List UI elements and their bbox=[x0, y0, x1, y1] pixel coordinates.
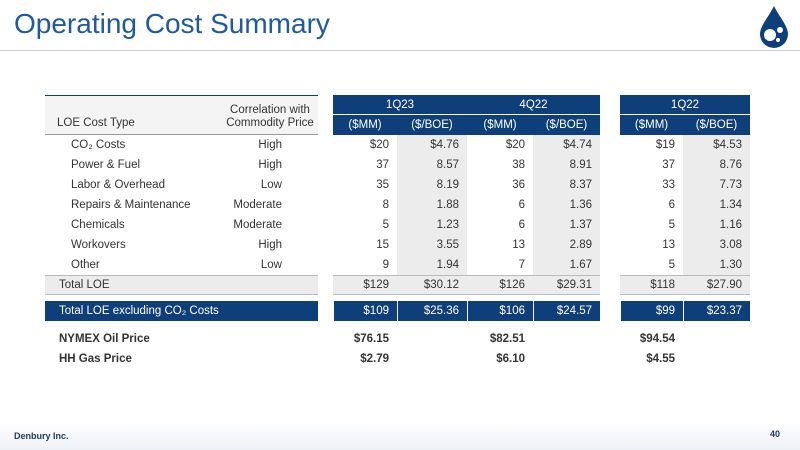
total-excl-cell: $109 bbox=[333, 301, 397, 321]
table-cell: $20 bbox=[505, 139, 525, 151]
table-cell: 6 bbox=[518, 219, 525, 231]
table-cell: $20 bbox=[369, 139, 389, 151]
table-cell: High bbox=[258, 139, 282, 151]
footer-company: Denbury Inc. bbox=[14, 431, 69, 441]
table-cell: 7 bbox=[518, 259, 525, 271]
slide-title: Operating Cost Summary bbox=[14, 8, 330, 39]
table-cell: 8.91 bbox=[533, 155, 600, 175]
table-cell: 1.94 bbox=[397, 255, 467, 275]
table-cell: 13 bbox=[662, 239, 675, 251]
price-value: $4.55 bbox=[646, 353, 675, 365]
column-header: ($/BOE) bbox=[397, 115, 467, 135]
table-cell: 15 bbox=[376, 239, 389, 251]
total-excl-cell: $23.37 bbox=[683, 301, 750, 321]
table-cell: 9 bbox=[382, 259, 389, 271]
total-cell: $29.31 bbox=[533, 275, 600, 295]
total-excl-cell: $24.57 bbox=[533, 301, 600, 321]
table-cell: 5 bbox=[668, 219, 675, 231]
total-cell: $30.12 bbox=[397, 275, 467, 295]
table-cell: 5 bbox=[382, 219, 389, 231]
table-cell: 35 bbox=[376, 179, 389, 191]
table-cell: 3.08 bbox=[683, 235, 750, 255]
group-header: 4Q22 bbox=[467, 95, 600, 115]
table-cell: 1.34 bbox=[683, 195, 750, 215]
table-cell: 1.36 bbox=[533, 195, 600, 215]
table-cell: Low bbox=[260, 179, 282, 191]
table-cell: 6 bbox=[668, 199, 675, 211]
column-header: Correlation with Commodity Price bbox=[222, 95, 318, 135]
table-cell: 1.67 bbox=[533, 255, 600, 275]
total-cell: Total LOE bbox=[45, 275, 318, 295]
price-value: $2.79 bbox=[360, 353, 389, 365]
table-cell: 36 bbox=[512, 179, 525, 191]
table-cell: Chemicals bbox=[71, 219, 125, 231]
table-cell: 1.16 bbox=[683, 215, 750, 235]
column-header: ($MM) bbox=[620, 115, 683, 135]
page-number: 40 bbox=[770, 429, 781, 439]
price-value: $6.10 bbox=[496, 353, 525, 365]
total-excl-cell: $25.36 bbox=[397, 301, 467, 321]
total-cell: $126 bbox=[467, 275, 533, 295]
table-cell: 33 bbox=[662, 179, 675, 191]
table-cell: 1.30 bbox=[683, 255, 750, 275]
column-header: ($MM) bbox=[333, 115, 397, 135]
total-excl-cell: $99 bbox=[620, 301, 683, 321]
group-header: 1Q22 bbox=[620, 95, 750, 115]
table-cell: 1.37 bbox=[533, 215, 600, 235]
table-cell: 6 bbox=[518, 199, 525, 211]
table-cell: Labor & Overhead bbox=[71, 179, 165, 191]
table-cell: Low bbox=[260, 259, 282, 271]
total-cell: $129 bbox=[333, 275, 397, 295]
table-cell: 8.76 bbox=[683, 155, 750, 175]
table-cell: 37 bbox=[376, 159, 389, 171]
column-header: LOE Cost Type bbox=[45, 95, 222, 135]
table-cell: 38 bbox=[512, 159, 525, 171]
total-excl-cell: Total LOE excluding CO₂ Costs bbox=[45, 301, 318, 321]
table-cell: Moderate bbox=[233, 199, 282, 211]
table-cell: CO₂ Costs bbox=[71, 139, 126, 151]
column-header: ($/BOE) bbox=[533, 115, 600, 135]
total-excl-cell: $106 bbox=[467, 301, 533, 321]
table-cell: 13 bbox=[512, 239, 525, 251]
total-cell: $118 bbox=[620, 275, 683, 295]
table-cell: 8.19 bbox=[397, 175, 467, 195]
table-cell: 8.37 bbox=[533, 175, 600, 195]
footer-band bbox=[0, 420, 800, 450]
table-cell: Power & Fuel bbox=[71, 159, 141, 171]
table-cell: 8.57 bbox=[397, 155, 467, 175]
table-cell: High bbox=[258, 239, 282, 251]
table-cell: 1.88 bbox=[397, 195, 467, 215]
logo bbox=[760, 6, 788, 48]
table-cell: 3.55 bbox=[397, 235, 467, 255]
table-cell: 37 bbox=[662, 159, 675, 171]
table-cell: 1.23 bbox=[397, 215, 467, 235]
price-value: $94.54 bbox=[639, 333, 675, 345]
price-label: HH Gas Price bbox=[59, 353, 132, 365]
price-label: NYMEX Oil Price bbox=[59, 333, 150, 345]
table-cell: Repairs & Maintenance bbox=[71, 199, 191, 211]
price-value: $82.51 bbox=[489, 333, 525, 345]
column-header: ($/BOE) bbox=[683, 115, 750, 135]
table-cell: $4.76 bbox=[397, 135, 467, 155]
table-cell: Workovers bbox=[71, 239, 126, 251]
table-cell: Moderate bbox=[233, 219, 282, 231]
table-cell: High bbox=[258, 159, 282, 171]
table-cell: $4.74 bbox=[533, 135, 600, 155]
table-cell: 2.89 bbox=[533, 235, 600, 255]
group-header: 1Q23 bbox=[333, 95, 467, 115]
price-value: $76.15 bbox=[353, 333, 389, 345]
table-cell: $4.53 bbox=[683, 135, 750, 155]
table-cell: 7.73 bbox=[683, 175, 750, 195]
column-header: ($MM) bbox=[467, 115, 533, 135]
table-cell: 5 bbox=[668, 259, 675, 271]
table-cell: $19 bbox=[655, 139, 675, 151]
table-cell: 8 bbox=[382, 199, 389, 211]
table-cell: Other bbox=[71, 259, 100, 271]
title-rule bbox=[0, 50, 800, 51]
total-cell: $27.90 bbox=[683, 275, 750, 295]
